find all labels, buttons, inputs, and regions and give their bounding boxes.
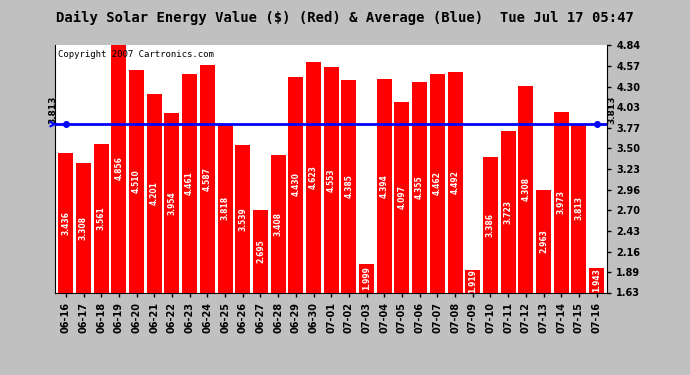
Text: 4.462: 4.462 [433, 171, 442, 195]
Text: 3.973: 3.973 [557, 190, 566, 214]
Bar [253, 210, 268, 292]
Text: 4.394: 4.394 [380, 174, 388, 198]
Text: 3.539: 3.539 [238, 207, 247, 231]
Bar [235, 145, 250, 292]
Text: 2.695: 2.695 [256, 240, 265, 263]
Bar [306, 62, 321, 292]
Bar [288, 76, 304, 292]
Bar [147, 94, 161, 292]
Bar [342, 80, 357, 292]
Text: 4.587: 4.587 [203, 166, 212, 190]
Text: 3.813: 3.813 [574, 196, 583, 220]
Bar [94, 144, 109, 292]
Text: 4.355: 4.355 [415, 176, 424, 199]
Bar [395, 102, 409, 292]
Text: Daily Solar Energy Value ($) (Red) & Average (Blue)  Tue Jul 17 05:47: Daily Solar Energy Value ($) (Red) & Ave… [56, 11, 634, 26]
Text: 4.461: 4.461 [185, 171, 194, 195]
Text: 3.818: 3.818 [221, 196, 230, 220]
Text: 4.553: 4.553 [326, 168, 336, 192]
Bar [553, 112, 569, 292]
Text: 3.813: 3.813 [607, 96, 616, 124]
Bar [359, 264, 374, 292]
Text: 4.623: 4.623 [309, 165, 318, 189]
Bar [129, 70, 144, 292]
Bar [76, 163, 91, 292]
Text: 3.436: 3.436 [61, 211, 70, 235]
Text: 4.385: 4.385 [344, 174, 353, 198]
Text: 4.492: 4.492 [451, 170, 460, 194]
Text: 3.813: 3.813 [48, 96, 57, 124]
Bar [536, 190, 551, 292]
Bar [200, 64, 215, 292]
Text: 4.097: 4.097 [397, 185, 406, 209]
Text: 1.919: 1.919 [469, 269, 477, 293]
Bar [412, 82, 427, 292]
Bar [111, 44, 126, 292]
Text: 4.510: 4.510 [132, 170, 141, 194]
Text: 3.954: 3.954 [168, 191, 177, 215]
Text: 4.308: 4.308 [522, 177, 531, 201]
Text: 1.999: 1.999 [362, 266, 371, 290]
Bar [483, 157, 498, 292]
Bar [270, 155, 286, 292]
Bar [448, 72, 462, 292]
Text: 3.561: 3.561 [97, 206, 106, 230]
Text: 3.386: 3.386 [486, 213, 495, 237]
Text: 2.963: 2.963 [539, 229, 548, 253]
Bar [182, 74, 197, 292]
Bar [518, 86, 533, 292]
Text: 4.430: 4.430 [291, 172, 300, 196]
Bar [164, 113, 179, 292]
Text: 4.856: 4.856 [115, 156, 124, 180]
Text: 4.201: 4.201 [150, 182, 159, 206]
Bar [58, 153, 73, 292]
Bar [217, 124, 233, 292]
Bar [377, 80, 392, 292]
Bar [571, 124, 586, 292]
Bar [324, 67, 339, 292]
Text: Copyright 2007 Cartronics.com: Copyright 2007 Cartronics.com [58, 50, 214, 59]
Text: 1.943: 1.943 [592, 268, 601, 292]
Text: 3.408: 3.408 [274, 212, 283, 236]
Bar [589, 268, 604, 292]
Bar [501, 131, 515, 292]
Text: 3.723: 3.723 [504, 200, 513, 224]
Bar [430, 74, 445, 292]
Bar [465, 270, 480, 292]
Text: 3.308: 3.308 [79, 216, 88, 240]
